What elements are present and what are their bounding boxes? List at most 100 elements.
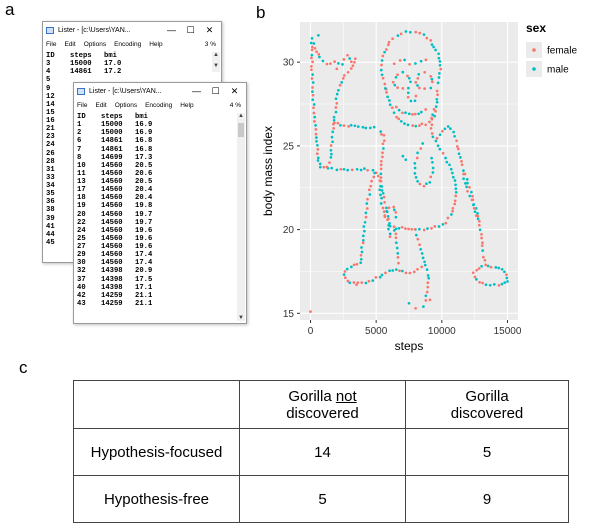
- menu-bar: File Edit Options Encoding Help 4 %: [74, 100, 246, 111]
- data-point: [314, 124, 317, 127]
- data-point: [316, 148, 320, 151]
- data-point: [339, 167, 343, 171]
- data-point: [404, 111, 407, 115]
- data-point: [418, 31, 422, 35]
- cell-value: 14: [239, 428, 406, 476]
- data-point: [437, 56, 441, 60]
- data-point: [460, 160, 463, 163]
- data-point: [390, 106, 394, 110]
- data-point: [431, 80, 434, 84]
- data-point: [359, 253, 363, 257]
- data-point: [404, 158, 408, 162]
- scroll-up-icon[interactable]: ▲: [213, 52, 219, 58]
- data-point: [401, 70, 405, 74]
- data-point: [349, 67, 353, 70]
- data-point: [428, 120, 431, 124]
- data-point: [366, 168, 369, 172]
- minimize-icon[interactable]: —: [192, 86, 201, 96]
- data-point: [418, 124, 421, 127]
- data-point: [348, 57, 352, 60]
- legend-title: sex: [526, 21, 546, 35]
- data-row: 32 14398 20.9: [77, 267, 153, 276]
- window-titlebar[interactable]: Lister - [c:\Users\YAN... — ☐ ✕: [43, 22, 221, 39]
- data-point: [381, 206, 385, 210]
- data-point: [478, 280, 481, 284]
- lister-app-icon: [46, 27, 54, 34]
- lister-window-front[interactable]: Lister - [c:\Users\YAN... — ☐ ✕ File Edi…: [73, 82, 247, 324]
- cell-value: 9: [405, 475, 569, 523]
- data-point: [394, 236, 398, 240]
- data-point: [342, 58, 346, 61]
- data-point: [331, 140, 334, 144]
- scroll-up-icon[interactable]: ▲: [238, 113, 244, 119]
- data-point: [433, 225, 437, 228]
- scrollbar-thumb[interactable]: [238, 123, 244, 137]
- data-row: 4 14861 17.2: [46, 68, 122, 77]
- data-point: [401, 87, 405, 90]
- data-point: [381, 155, 384, 159]
- data-point: [483, 258, 487, 262]
- data-point: [401, 111, 404, 115]
- data-point: [409, 99, 413, 103]
- maximize-icon[interactable]: ☐: [186, 25, 195, 35]
- menu-help[interactable]: Help: [149, 41, 163, 48]
- menu-edit[interactable]: Edit: [64, 41, 76, 48]
- data-point: [310, 56, 313, 60]
- data-point: [381, 191, 385, 195]
- menu-options[interactable]: Options: [83, 41, 107, 48]
- menu-bar: File Edit Options Encoding Help 3 %: [43, 39, 221, 50]
- data-point: [470, 190, 473, 194]
- data-point: [438, 60, 442, 63]
- data-point: [386, 218, 389, 222]
- data-point: [365, 207, 369, 210]
- data-point: [396, 73, 399, 77]
- scroll-down-icon[interactable]: ▼: [238, 315, 244, 321]
- data-point: [406, 123, 410, 127]
- data-point: [381, 76, 385, 80]
- data-point: [453, 202, 457, 206]
- data-point: [381, 142, 385, 146]
- menu-file[interactable]: File: [46, 41, 57, 48]
- data-point: [462, 169, 465, 172]
- data-point: [360, 281, 364, 284]
- minimize-icon[interactable]: —: [167, 25, 176, 35]
- menu-file[interactable]: File: [77, 102, 88, 109]
- data-point: [435, 100, 439, 104]
- data-point: [406, 91, 410, 95]
- data-point: [404, 271, 408, 275]
- scrollbar[interactable]: ▲ ▼: [212, 52, 220, 72]
- menu-help[interactable]: Help: [180, 102, 194, 109]
- data-point: [454, 183, 457, 187]
- close-icon[interactable]: ✕: [230, 86, 239, 96]
- data-point: [434, 109, 437, 113]
- data-point: [393, 83, 397, 87]
- close-icon[interactable]: ✕: [205, 25, 214, 35]
- data-point: [396, 256, 400, 259]
- data-row: 16: [46, 117, 55, 125]
- scroll-down-icon[interactable]: ▼: [213, 63, 219, 69]
- data-point: [380, 73, 384, 77]
- data-point: [416, 237, 420, 241]
- data-point: [381, 151, 384, 155]
- menu-encoding[interactable]: Encoding: [145, 102, 173, 109]
- data-row: 31: [46, 165, 55, 174]
- data-point: [475, 268, 479, 272]
- data-point: [421, 256, 425, 260]
- data-point: [388, 232, 392, 236]
- data-point: [381, 54, 385, 58]
- data-point: [309, 41, 313, 45]
- data-point: [414, 30, 418, 34]
- data-point: [430, 43, 434, 46]
- menu-edit[interactable]: Edit: [95, 102, 107, 109]
- window-titlebar[interactable]: Lister - [c:\Users\YAN... — ☐ ✕: [74, 83, 246, 100]
- scrollbar[interactable]: ▲ ▼: [237, 113, 245, 321]
- data-row: 18 14560 20.4: [77, 194, 153, 203]
- panel-label-a: a: [5, 0, 15, 19]
- legend-key: [532, 48, 536, 52]
- data-row: 22 14560 19.7: [77, 218, 153, 227]
- data-point: [426, 274, 430, 277]
- menu-encoding[interactable]: Encoding: [114, 41, 142, 48]
- data-point: [310, 37, 314, 40]
- maximize-icon[interactable]: ☐: [211, 86, 220, 96]
- menu-options[interactable]: Options: [114, 102, 138, 109]
